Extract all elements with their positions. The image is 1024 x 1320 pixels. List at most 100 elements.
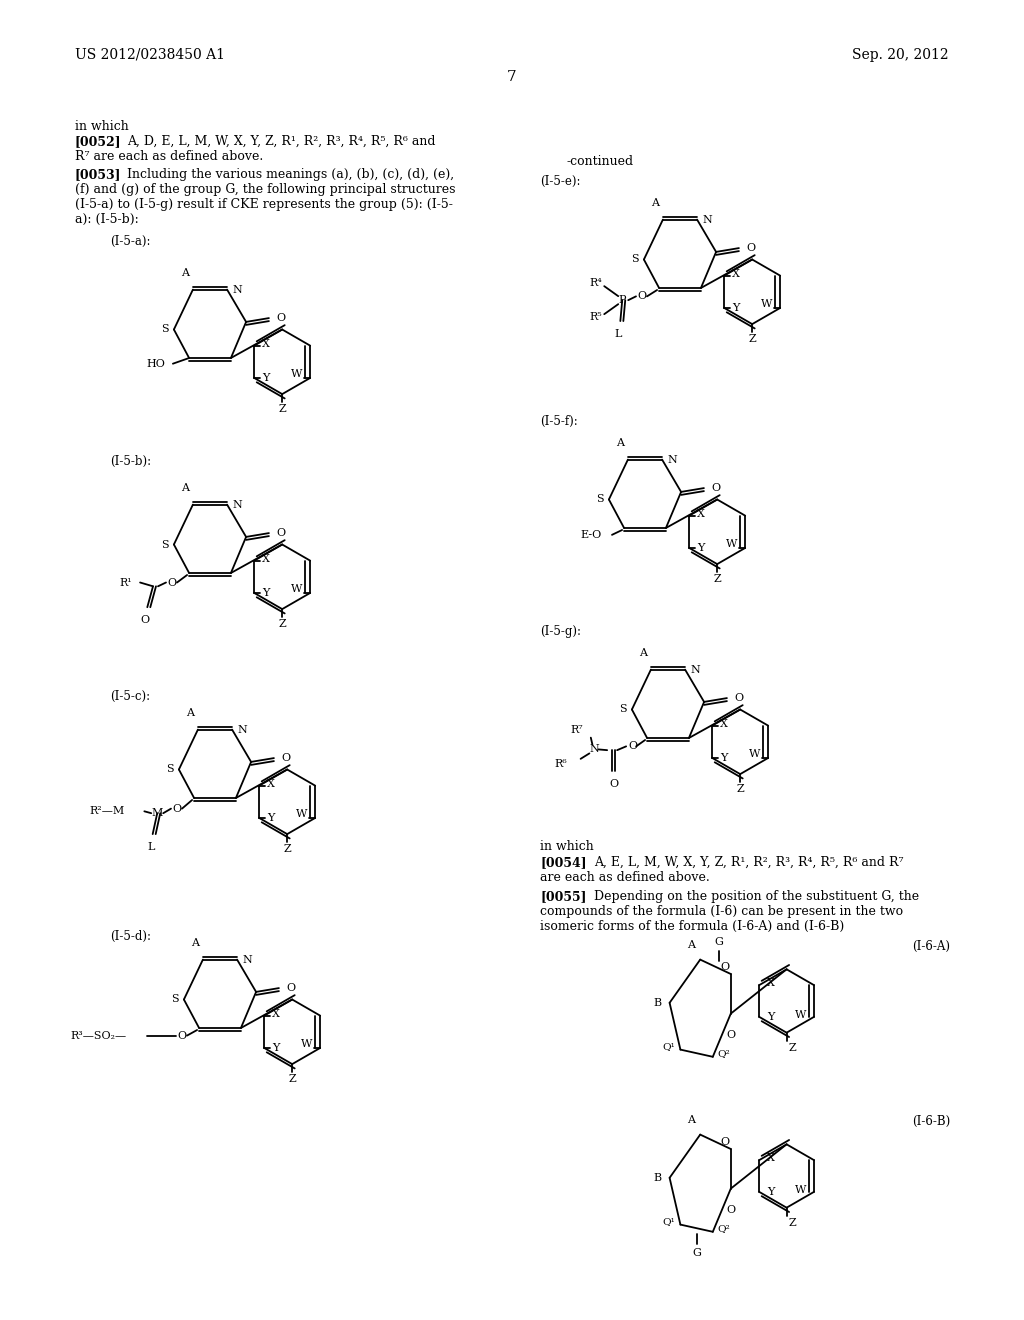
Text: W: W (296, 809, 307, 818)
Text: Q¹: Q¹ (663, 1217, 676, 1225)
Text: R³—SO₂—: R³—SO₂— (71, 1031, 127, 1040)
Text: Z: Z (788, 1217, 797, 1228)
Text: G: G (692, 1247, 701, 1258)
Text: O: O (727, 1205, 736, 1216)
Text: N: N (667, 454, 677, 465)
Text: O: O (286, 983, 295, 993)
Text: [0053]: [0053] (75, 168, 122, 181)
Text: Y: Y (262, 587, 269, 598)
Text: A, E, L, M, W, X, Y, Z, R¹, R², R³, R⁴, R⁵, R⁶ and R⁷: A, E, L, M, W, X, Y, Z, R¹, R², R³, R⁴, … (594, 855, 903, 869)
Text: L: L (614, 329, 622, 339)
Text: B: B (653, 998, 662, 1007)
Text: O: O (609, 779, 618, 789)
Text: (I-5-a) to (I-5-g) result if CKE represents the group (5): (I-5-: (I-5-a) to (I-5-g) result if CKE represe… (75, 198, 453, 211)
Text: A, D, E, L, M, W, X, Y, Z, R¹, R², R³, R⁴, R⁵, R⁶ and: A, D, E, L, M, W, X, Y, Z, R¹, R², R³, R… (127, 135, 435, 148)
Text: in which: in which (75, 120, 129, 133)
Text: O: O (734, 693, 743, 704)
Text: O: O (281, 754, 290, 763)
Text: O: O (140, 615, 150, 626)
Text: O: O (745, 243, 755, 253)
Text: X: X (267, 779, 275, 788)
Text: are each as defined above.: are each as defined above. (540, 871, 710, 884)
Text: X: X (262, 339, 270, 348)
Text: a): (I-5-b):: a): (I-5-b): (75, 213, 138, 226)
Text: A: A (181, 483, 188, 492)
Text: Y: Y (272, 1043, 280, 1053)
Text: O: O (711, 483, 720, 494)
Text: R¹: R¹ (120, 578, 132, 587)
Text: Y: Y (267, 813, 274, 822)
Text: Z: Z (279, 619, 286, 630)
Text: compounds of the formula (I-6) can be present in the two: compounds of the formula (I-6) can be pr… (540, 906, 903, 917)
Text: A: A (186, 708, 194, 718)
Text: O: O (727, 1030, 736, 1040)
Text: R⁵: R⁵ (590, 312, 602, 322)
Text: O: O (629, 742, 638, 751)
Text: B: B (653, 1172, 662, 1183)
Text: 7: 7 (507, 70, 517, 84)
Text: S: S (166, 764, 174, 775)
Text: S: S (161, 540, 169, 549)
Text: R⁴: R⁴ (590, 279, 602, 288)
Text: Y: Y (767, 1012, 774, 1022)
Text: [0052]: [0052] (75, 135, 122, 148)
Text: S: S (171, 994, 179, 1005)
Text: X: X (272, 1008, 281, 1019)
Text: L: L (147, 842, 155, 853)
Text: A: A (687, 940, 695, 949)
Text: -continued: -continued (566, 154, 634, 168)
Text: Z: Z (284, 843, 291, 854)
Text: X: X (767, 1154, 775, 1163)
Text: Y: Y (697, 543, 705, 553)
Text: O: O (721, 962, 730, 972)
Text: W: W (726, 539, 737, 549)
Text: O: O (172, 804, 181, 813)
Text: N: N (590, 744, 599, 755)
Text: W: W (761, 298, 772, 309)
Text: Z: Z (289, 1074, 296, 1084)
Text: X: X (697, 508, 706, 519)
Text: (f) and (g) of the group G, the following principal structures: (f) and (g) of the group G, the followin… (75, 183, 456, 195)
Text: Sep. 20, 2012: Sep. 20, 2012 (852, 48, 949, 62)
Text: Y: Y (767, 1187, 774, 1197)
Text: X: X (732, 269, 740, 279)
Text: US 2012/0238450 A1: US 2012/0238450 A1 (75, 48, 225, 62)
Text: O: O (637, 292, 646, 301)
Text: A: A (639, 648, 647, 657)
Text: S: S (161, 325, 169, 334)
Text: (I-5-c):: (I-5-c): (110, 690, 151, 704)
Text: (I-6-A): (I-6-A) (912, 940, 950, 953)
Text: Z: Z (736, 784, 744, 795)
Text: X: X (767, 978, 775, 989)
Text: HO: HO (146, 359, 165, 368)
Text: R⁶: R⁶ (555, 759, 567, 768)
Text: Y: Y (720, 752, 728, 763)
Text: O: O (168, 578, 176, 587)
Text: R⁷: R⁷ (570, 725, 583, 735)
Text: A: A (687, 1114, 695, 1125)
Text: Y: Y (732, 304, 739, 313)
Text: Q²: Q² (718, 1049, 730, 1057)
Text: (I-6-B): (I-6-B) (911, 1115, 950, 1129)
Text: A: A (615, 438, 624, 447)
Text: X: X (262, 553, 270, 564)
Text: M: M (152, 808, 163, 818)
Text: Q¹: Q¹ (663, 1041, 676, 1051)
Text: N: N (690, 664, 699, 675)
Text: (I-5-e):: (I-5-e): (540, 176, 581, 187)
Text: A: A (181, 268, 188, 277)
Text: A: A (190, 937, 199, 948)
Text: N: N (232, 499, 242, 510)
Text: W: W (795, 1185, 806, 1195)
Text: (I-5-b):: (I-5-b): (110, 455, 152, 469)
Text: W: W (291, 370, 302, 379)
Text: Z: Z (714, 574, 721, 583)
Text: O: O (275, 528, 285, 539)
Text: W: W (301, 1039, 312, 1049)
Text: S: S (631, 255, 639, 264)
Text: in which: in which (540, 840, 594, 853)
Text: W: W (749, 748, 760, 759)
Text: [0054]: [0054] (540, 855, 587, 869)
Text: R²—M: R²—M (89, 807, 124, 816)
Text: N: N (238, 725, 247, 735)
